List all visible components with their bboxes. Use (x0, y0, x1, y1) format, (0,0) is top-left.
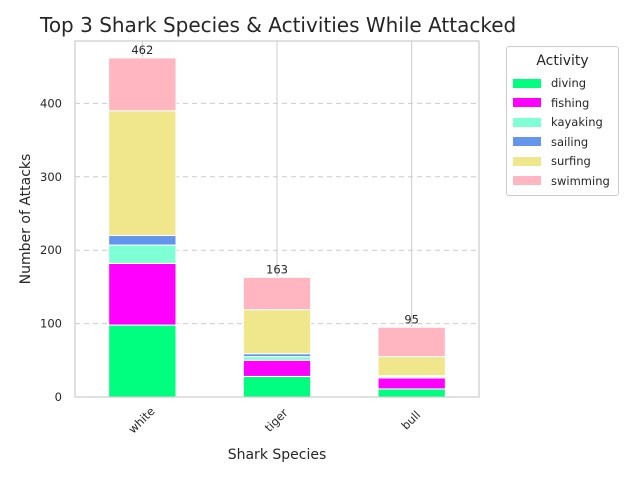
legend-item-swimming: swimming (513, 172, 610, 190)
legend-swatch (513, 98, 541, 107)
bar-segment-swimming (242, 276, 312, 311)
legend-title: Activity (536, 53, 589, 69)
legend-item-diving: diving (513, 74, 586, 92)
legend-item-sailing: sailing (513, 133, 588, 151)
legend-label: surfing (551, 154, 591, 168)
y-tick-label: 300 (40, 170, 62, 184)
bar-segment-swimming (108, 57, 177, 112)
legend-item-surfing: surfing (513, 152, 591, 170)
bar-segment-sailing (108, 235, 177, 246)
legend-label: swimming (551, 173, 610, 188)
legend-swatch (513, 78, 541, 88)
legend-swatch (513, 176, 541, 185)
legend-swatch (513, 156, 541, 166)
legend-label: fishing (551, 95, 590, 110)
bar-segment-kayaking (108, 244, 177, 264)
bar-segment-surfing (108, 110, 177, 237)
bar-segment-fishing (242, 359, 312, 377)
bar-segment-kayaking (242, 356, 312, 361)
legend-label: sailing (551, 134, 589, 149)
bar-segment-surfing (377, 356, 446, 377)
x-tick-label: white (125, 404, 157, 436)
total-label: 95 (404, 312, 419, 326)
bar-segment-diving (242, 375, 312, 398)
legend-item-fishing: fishing (513, 94, 589, 112)
bar-segment-swimming (377, 326, 446, 358)
x-tick-label: tiger (262, 406, 291, 435)
bar-segment-diving (108, 324, 177, 398)
y-axis-label: Number of Attacks (18, 154, 34, 285)
chart-title: Top 3 Shark Species & Activities While A… (40, 13, 517, 37)
legend-swatch (513, 117, 541, 127)
y-tick-label: 400 (40, 96, 62, 110)
legend-label: diving (551, 76, 587, 90)
total-label: 462 (131, 43, 153, 57)
x-axis-label: Shark Species (228, 447, 327, 463)
plot-frame (74, 40, 480, 398)
bar-segment-diving (377, 388, 446, 398)
bar-segment-fishing (108, 262, 177, 326)
y-tick-label: 200 (40, 243, 62, 257)
y-tick-label: 100 (40, 317, 62, 331)
legend-swatch (513, 137, 541, 146)
bar-segment-fishing (377, 377, 446, 390)
total-label: 163 (266, 262, 288, 276)
y-tick-label: 0 (55, 390, 62, 404)
legend-item-kayaking: kayaking (513, 113, 603, 131)
legend: Activity diving fishing kayaking sailing sur… (506, 46, 619, 196)
legend-label: kayaking (551, 115, 603, 129)
x-tick-label: bull (398, 408, 423, 433)
bar-segment-surfing (242, 309, 312, 355)
